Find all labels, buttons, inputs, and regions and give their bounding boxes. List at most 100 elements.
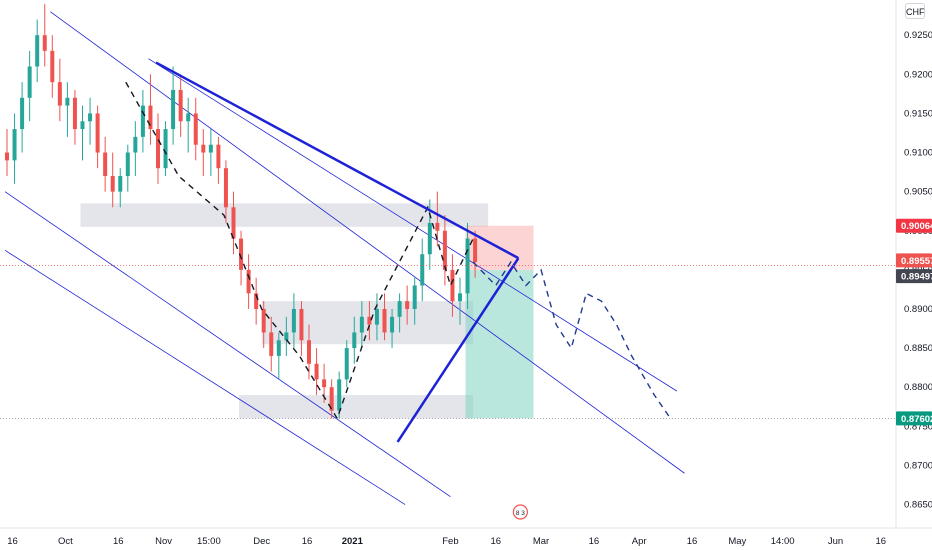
x-tick-label: 2021 [342,536,364,547]
candle-body [352,332,357,349]
candle-body [35,35,40,67]
x-tick-label: Feb [442,536,458,547]
price-tag-label: 0.87602 [901,414,932,425]
candle-body [80,121,85,130]
price-tag-last [896,253,932,268]
candle-body [20,97,25,130]
candle-body [261,308,266,333]
candle-body [322,379,327,388]
x-tick-label: Dec [253,536,270,547]
candle-body [88,113,93,122]
candle-body [435,222,440,231]
candle-body [442,230,447,270]
currency-button[interactable]: CHF [905,3,925,19]
triangle-lower-line[interactable] [396,257,520,443]
candle-body [27,66,32,98]
candle-body [390,316,395,333]
y-tick-label: 0.86500 [904,500,932,511]
x-tick-label: 16 [876,536,887,547]
x-tick-label: 16 [687,536,698,547]
price-tag-label: 0.89557 [901,256,932,267]
candle-body [420,254,425,286]
candle-body [374,308,379,325]
channel-line[interactable] [4,249,406,505]
candle-body [412,285,417,309]
candle-body [284,332,289,341]
x-tick-label: 14:00 [771,536,795,547]
candle-body [231,207,236,239]
candle-body [148,105,153,130]
candle-body [42,35,47,51]
x-tick-label: Nov [155,536,172,547]
candle-body [337,379,342,411]
candle-body [57,82,62,106]
candle-body [465,238,470,294]
candle-body [223,168,228,208]
supply-demand-zone[interactable] [239,395,474,419]
x-tick-label: 16 [490,536,501,547]
candle-body [458,293,462,302]
candle-body [140,105,145,137]
candle-body [118,176,123,192]
candle-body [125,152,130,176]
candle-body [163,129,168,169]
candle-body [473,238,478,263]
candle-body [359,316,364,333]
candle-body [171,89,176,130]
candle-body [216,144,221,169]
candle-body [291,308,296,333]
supply-demand-zone[interactable] [80,203,489,227]
candle-body [186,113,191,122]
x-tick-label: May [728,536,746,547]
candle-body [208,144,213,153]
candle-body [427,222,432,255]
candle-body [344,348,349,380]
x-tick-label: 16 [589,536,600,547]
x-tick-label: 15:00 [197,536,221,547]
candle-body [72,97,77,130]
event-flag-icon[interactable] [512,504,529,520]
channel-line[interactable] [4,191,451,498]
candle-body [450,269,455,302]
x-tick-label: Jun [828,536,843,547]
swing-path-dashed[interactable] [125,81,474,421]
price-tag-stop [896,218,932,233]
channel-line[interactable] [50,11,685,474]
x-tick-label: 16 [302,536,313,547]
candle-body [276,340,281,356]
take-profit-zone[interactable] [465,270,534,419]
candle-body [156,129,160,169]
projection-path-dashed[interactable] [472,260,670,418]
price-tag-label: 0.89497 [901,272,932,283]
x-tick-label: Mar [533,536,549,547]
triangle-upper-line[interactable] [155,61,519,260]
candle-body [103,152,108,176]
candle-body [95,113,100,153]
candle-body [367,316,372,325]
price-tag-entry [896,269,932,284]
candle-body [314,363,319,380]
candle-body [239,238,244,270]
price-tag-target [896,411,932,426]
x-tick-label: Oct [58,536,73,547]
x-tick-label: Apr [632,536,647,547]
candle-body [405,301,410,309]
x-tick-label: 16 [113,536,124,547]
candle-body [178,89,183,122]
candle-body [50,50,55,83]
candle-body [133,136,138,153]
channel-line[interactable] [148,58,678,392]
candle-body [254,293,259,309]
candle-body [5,152,9,161]
